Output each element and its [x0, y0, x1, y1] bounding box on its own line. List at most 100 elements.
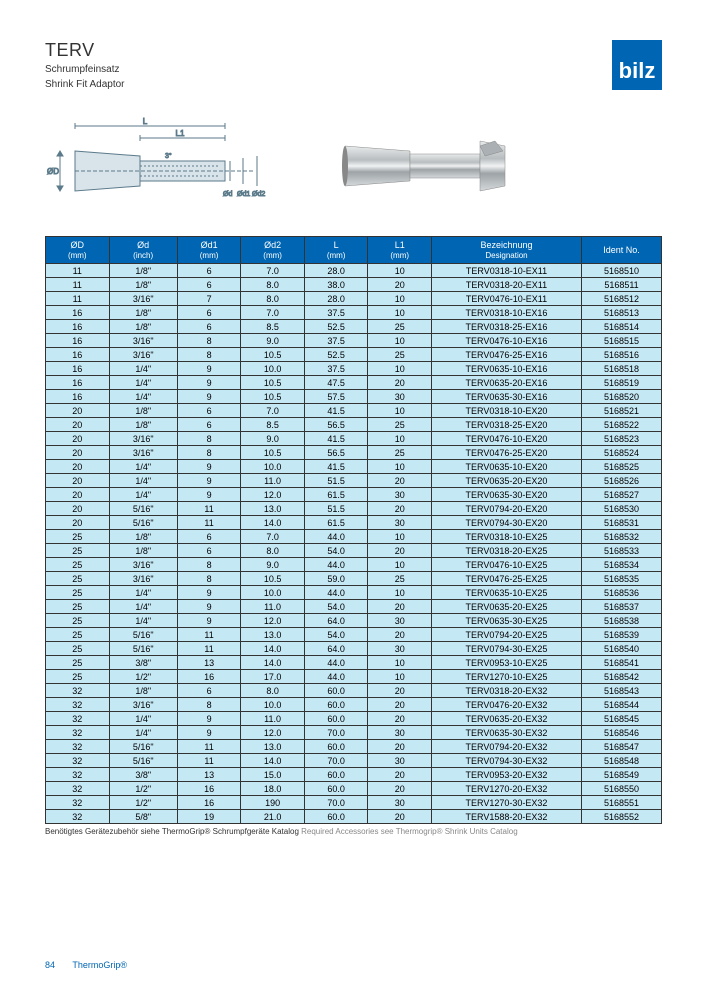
- table-cell: 1/4": [109, 726, 177, 740]
- footer-brand: ThermoGrip®: [72, 960, 127, 970]
- table-cell: TERV0635-30-EX32: [432, 726, 582, 740]
- table-cell: TERV0476-20-EX32: [432, 698, 582, 712]
- table-cell: 20: [368, 698, 432, 712]
- table-cell: 10: [368, 362, 432, 376]
- table-cell: 5/16": [109, 628, 177, 642]
- table-cell: 11: [46, 278, 110, 292]
- table-cell: 8: [177, 572, 241, 586]
- table-cell: TERV0794-30-EX20: [432, 516, 582, 530]
- table-cell: 11.0: [241, 712, 305, 726]
- table-cell: 5168531: [582, 516, 662, 530]
- table-cell: 10: [368, 404, 432, 418]
- table-row: 201/4"911.051.520TERV0635-20-EX205168526: [46, 474, 662, 488]
- table-cell: 32: [46, 754, 110, 768]
- technical-drawing: L L1 3° ØD Ød Ød1 Ød2: [45, 116, 275, 216]
- table-cell: 25: [46, 628, 110, 642]
- table-cell: 6: [177, 684, 241, 698]
- table-row: 161/4"910.557.530TERV0635-30-EX165168520: [46, 390, 662, 404]
- table-cell: 8: [177, 446, 241, 460]
- table-cell: 64.0: [304, 614, 368, 628]
- col-header: Ød2(mm): [241, 237, 305, 264]
- table-cell: 20: [46, 516, 110, 530]
- table-cell: 30: [368, 642, 432, 656]
- table-cell: 7.0: [241, 306, 305, 320]
- table-cell: 20: [46, 474, 110, 488]
- table-cell: 30: [368, 754, 432, 768]
- table-cell: 61.5: [304, 516, 368, 530]
- footnote-en: Required Accessories see Thermogrip® Shr…: [301, 827, 518, 836]
- table-cell: 5168512: [582, 292, 662, 306]
- table-cell: 10: [368, 264, 432, 278]
- table-cell: 1/2": [109, 782, 177, 796]
- table-cell: 14.0: [241, 642, 305, 656]
- table-row: 251/2"1617.044.010TERV1270-10-EX25516854…: [46, 670, 662, 684]
- table-cell: 5168535: [582, 572, 662, 586]
- table-cell: 8.5: [241, 320, 305, 334]
- table-cell: 61.5: [304, 488, 368, 502]
- table-cell: 25: [46, 530, 110, 544]
- table-cell: TERV0318-20-EX25: [432, 544, 582, 558]
- subtitle-en: Shrink Fit Adaptor: [45, 78, 662, 91]
- table-row: 255/16"1113.054.020TERV0794-20-EX2551685…: [46, 628, 662, 642]
- table-cell: 9.0: [241, 558, 305, 572]
- table-cell: 11: [177, 502, 241, 516]
- table-cell: 60.0: [304, 782, 368, 796]
- table-cell: 6: [177, 544, 241, 558]
- table-cell: 8.0: [241, 292, 305, 306]
- brand-logo: bilz: [612, 40, 662, 90]
- table-cell: 8.0: [241, 544, 305, 558]
- page-title: TERV: [45, 40, 662, 61]
- table-row: 161/8"68.552.525TERV0318-25-EX165168514: [46, 320, 662, 334]
- table-cell: TERV0635-10-EX16: [432, 362, 582, 376]
- table-row: 251/4"911.054.020TERV0635-20-EX255168537: [46, 600, 662, 614]
- table-row: 251/4"910.044.010TERV0635-10-EX255168536: [46, 586, 662, 600]
- table-cell: 60.0: [304, 712, 368, 726]
- page-number: 84: [45, 960, 55, 970]
- table-cell: 54.0: [304, 544, 368, 558]
- table-cell: 7.0: [241, 404, 305, 418]
- table-cell: 3/16": [109, 348, 177, 362]
- table-cell: 1/2": [109, 796, 177, 810]
- table-row: 253/16"89.044.010TERV0476-10-EX255168534: [46, 558, 662, 572]
- table-cell: 1/4": [109, 376, 177, 390]
- table-cell: 9: [177, 460, 241, 474]
- table-cell: 32: [46, 782, 110, 796]
- table-cell: 11.0: [241, 600, 305, 614]
- table-cell: 10.0: [241, 362, 305, 376]
- table-cell: 52.5: [304, 320, 368, 334]
- table-cell: 10: [368, 306, 432, 320]
- table-row: 201/4"910.041.510TERV0635-10-EX205168525: [46, 460, 662, 474]
- table-row: 203/16"89.041.510TERV0476-10-EX205168523: [46, 432, 662, 446]
- table-cell: 9: [177, 726, 241, 740]
- table-cell: 30: [368, 488, 432, 502]
- table-cell: 9: [177, 586, 241, 600]
- table-cell: TERV0635-20-EX20: [432, 474, 582, 488]
- table-cell: 9: [177, 488, 241, 502]
- table-cell: 20: [46, 460, 110, 474]
- table-cell: 10.5: [241, 446, 305, 460]
- table-row: 321/8"68.060.020TERV0318-20-EX325168543: [46, 684, 662, 698]
- dim-L1: L1: [176, 129, 185, 138]
- table-cell: 5168538: [582, 614, 662, 628]
- table-cell: 20: [46, 446, 110, 460]
- table-cell: TERV1588-20-EX32: [432, 810, 582, 824]
- table-cell: 25: [368, 572, 432, 586]
- table-cell: 10: [368, 558, 432, 572]
- table-cell: 30: [368, 516, 432, 530]
- table-cell: 32: [46, 712, 110, 726]
- table-cell: 7.0: [241, 264, 305, 278]
- table-cell: 20: [368, 278, 432, 292]
- table-cell: 10: [368, 656, 432, 670]
- table-cell: 5168545: [582, 712, 662, 726]
- table-cell: 25: [368, 348, 432, 362]
- table-cell: 8: [177, 698, 241, 712]
- table-cell: 13.0: [241, 628, 305, 642]
- col-header: Ød(inch): [109, 237, 177, 264]
- table-cell: 14.0: [241, 754, 305, 768]
- table-cell: 13: [177, 768, 241, 782]
- table-cell: 13: [177, 656, 241, 670]
- table-cell: 37.5: [304, 334, 368, 348]
- table-cell: 8.0: [241, 278, 305, 292]
- table-cell: 3/16": [109, 432, 177, 446]
- table-cell: 6: [177, 278, 241, 292]
